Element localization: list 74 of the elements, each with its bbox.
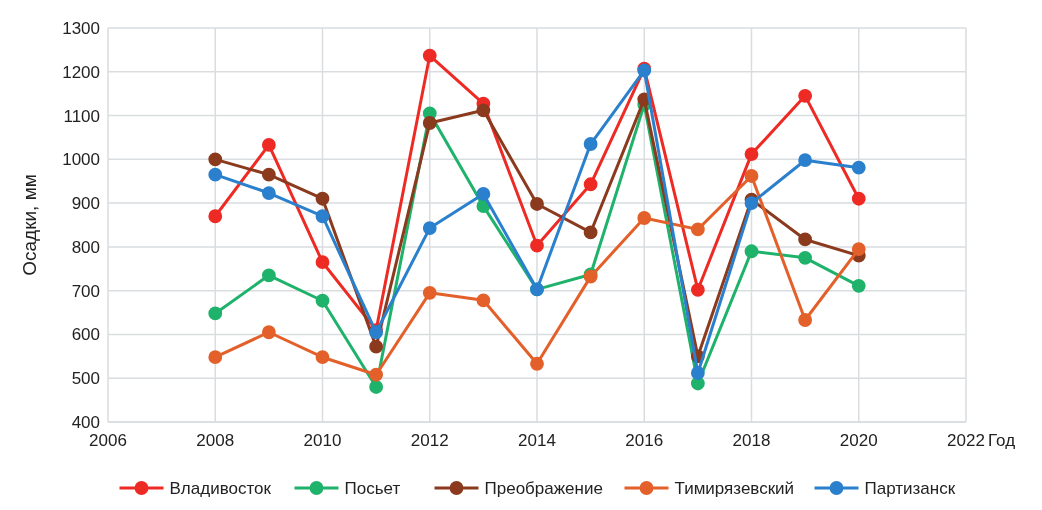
point xyxy=(422,116,437,130)
y-tick-label: 1000 xyxy=(62,150,100,170)
x-tick-label: 2022 xyxy=(947,431,985,450)
x-tick-label: 2016 xyxy=(625,431,664,450)
point xyxy=(530,197,544,211)
y-tick-label: 500 xyxy=(71,369,100,389)
point xyxy=(798,232,813,247)
point xyxy=(744,169,759,183)
x-tick-label: 2006 xyxy=(89,431,127,450)
point xyxy=(530,356,544,371)
point xyxy=(476,103,491,118)
legend-label: Партизанск xyxy=(864,478,956,498)
point xyxy=(261,167,276,182)
x-tick-label: 2014 xyxy=(518,431,556,450)
point xyxy=(851,160,866,175)
point xyxy=(315,293,330,308)
point xyxy=(690,282,705,297)
point xyxy=(798,313,813,327)
point xyxy=(851,191,866,206)
point xyxy=(422,48,437,63)
y-tick-label: 600 xyxy=(71,325,100,345)
point xyxy=(422,285,437,300)
point xyxy=(261,268,276,283)
y-tick-label: 800 xyxy=(71,237,100,257)
point xyxy=(422,221,437,235)
point xyxy=(744,196,759,211)
y-tick-label: 700 xyxy=(71,281,100,301)
point xyxy=(798,153,813,168)
point xyxy=(798,250,813,265)
point xyxy=(690,222,705,237)
y-tick-label: 900 xyxy=(71,194,100,214)
legend-label: Посьет xyxy=(344,478,401,498)
y-axis-title: Осадки, мм xyxy=(19,174,40,276)
point xyxy=(530,238,544,253)
point xyxy=(261,325,276,340)
point xyxy=(744,147,759,161)
x-tick-label: 2020 xyxy=(839,431,878,450)
point xyxy=(583,137,598,151)
legend-label: Преображение xyxy=(484,478,603,498)
point xyxy=(208,350,223,365)
y-tick-label: 1300 xyxy=(62,18,100,38)
point xyxy=(744,244,759,259)
y-tick-label: 400 xyxy=(71,412,100,432)
point xyxy=(476,187,491,201)
legend-label: Тимирязевский xyxy=(674,478,795,498)
x-tick-label: 2008 xyxy=(196,431,235,450)
point xyxy=(369,367,384,382)
point xyxy=(261,137,276,152)
point xyxy=(315,209,330,224)
point xyxy=(315,255,330,270)
point xyxy=(261,186,276,200)
y-tick-label: 1200 xyxy=(62,62,100,82)
point xyxy=(315,191,330,206)
point xyxy=(208,152,223,167)
point xyxy=(369,380,384,394)
point xyxy=(476,293,491,308)
point xyxy=(208,306,223,321)
x-tick-label: 2010 xyxy=(303,431,342,450)
point xyxy=(315,350,330,365)
point xyxy=(208,209,223,224)
x-axis-title: Год xyxy=(988,431,1016,450)
x-tick-label: 2018 xyxy=(732,431,771,450)
point xyxy=(798,88,813,103)
point xyxy=(690,366,705,380)
legend-label: Владивосток xyxy=(169,478,272,498)
y-tick-label: 1100 xyxy=(63,106,100,126)
point xyxy=(851,278,866,293)
point xyxy=(208,167,223,182)
point xyxy=(583,225,598,240)
point xyxy=(583,177,598,192)
point xyxy=(637,211,652,225)
point xyxy=(369,339,384,354)
point xyxy=(851,242,866,256)
x-tick-label: 2012 xyxy=(410,431,449,450)
